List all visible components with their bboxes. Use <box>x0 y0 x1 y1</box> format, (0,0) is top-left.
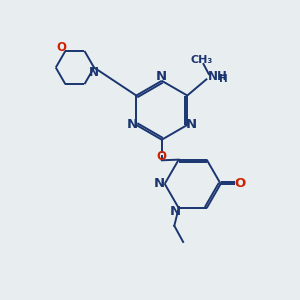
Text: N: N <box>186 118 197 131</box>
Text: N: N <box>127 118 138 131</box>
Text: N: N <box>154 177 165 190</box>
Text: O: O <box>234 177 245 190</box>
Text: NH: NH <box>208 70 228 83</box>
Text: N: N <box>156 70 167 83</box>
Text: H: H <box>219 74 227 84</box>
Text: CH₃: CH₃ <box>191 56 213 65</box>
Text: N: N <box>170 205 181 218</box>
Text: O: O <box>57 41 67 54</box>
Text: N: N <box>89 66 99 79</box>
Text: O: O <box>157 150 167 163</box>
